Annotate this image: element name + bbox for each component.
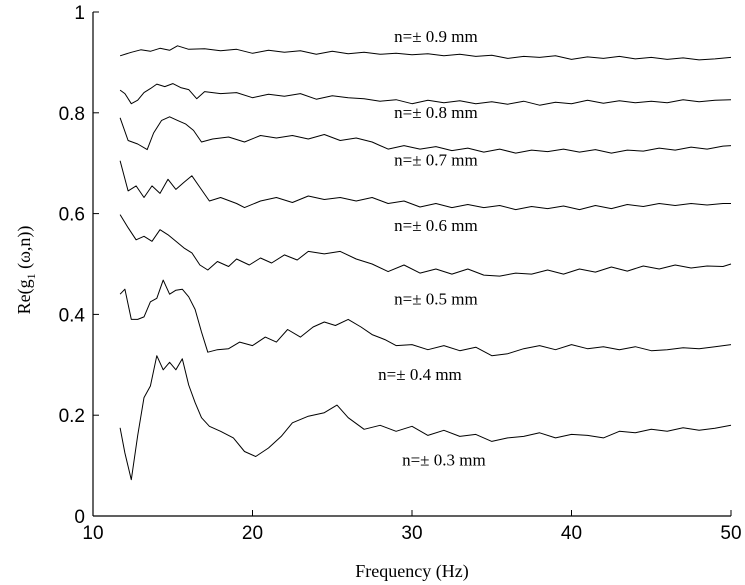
x-tick-label: 50 xyxy=(720,523,741,544)
series-label-4: n=± 0.5 mm xyxy=(394,289,478,308)
y-axis-label-subscript: 1 xyxy=(24,273,38,279)
series-label-2: n=± 0.7 mm xyxy=(394,151,478,170)
axes: 10 20 30 40 50 0 0.2 0.4 0.6 0.8 1 xyxy=(59,3,742,544)
series-labels: n=± 0.9 mm n=± 0.8 mm n=± 0.7 mm n=± 0.6 mm… xyxy=(378,27,486,469)
y-tick-label: 0.6 xyxy=(59,205,85,226)
x-tick-label: 40 xyxy=(561,523,582,544)
series-line-2 xyxy=(119,116,732,154)
series-label-0: n=± 0.9 mm xyxy=(394,27,478,46)
y-axis-label-suffix: (ω,n)) xyxy=(14,226,35,274)
x-tick-label: 10 xyxy=(82,523,103,544)
series-label-3: n=± 0.6 mm xyxy=(394,216,478,235)
series-lines xyxy=(119,45,732,481)
series-line-5 xyxy=(119,279,732,357)
series-line-6 xyxy=(119,355,732,481)
series-label-6: n=± 0.3 mm xyxy=(402,451,486,470)
x-tick-label: 20 xyxy=(242,523,263,544)
series-label-1: n=± 0.8 mm xyxy=(394,103,478,122)
series-line-3 xyxy=(119,160,731,211)
y-tick-label: 1 xyxy=(74,3,85,24)
series-line-1 xyxy=(119,83,732,106)
x-axis-label: Frequency (Hz) xyxy=(355,561,468,582)
x-tick-label: 30 xyxy=(401,523,422,544)
series-line-4 xyxy=(119,214,732,277)
y-tick-label: 0.8 xyxy=(59,104,85,125)
y-tick-label: 0 xyxy=(74,507,85,528)
series-line-0 xyxy=(119,45,732,61)
y-tick-label: 0.4 xyxy=(59,305,86,326)
y-axis-label-prefix: Re(g xyxy=(14,279,35,314)
y-tick-label: 0.2 xyxy=(59,406,85,427)
y-axis-label: Re(g1 (ω,n)) xyxy=(14,226,38,315)
series-label-5: n=± 0.4 mm xyxy=(378,365,462,384)
